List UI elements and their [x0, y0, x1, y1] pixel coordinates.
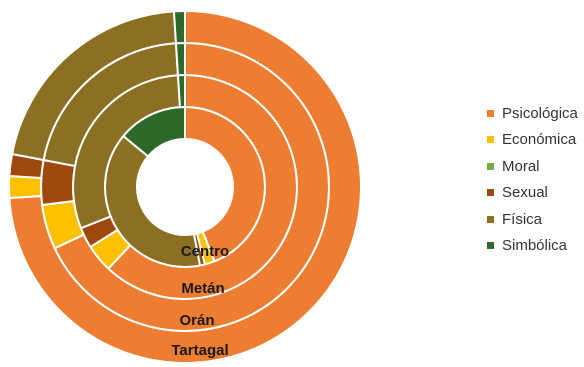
legend-label: Sexual: [502, 184, 548, 202]
slice-oran-simbolica: [174, 41, 186, 77]
slice-metan-simbolica: [176, 73, 186, 109]
slice-oran-sexual: [40, 158, 77, 207]
legend-swatch-simbolica: [487, 242, 494, 250]
legend-label: Económica: [502, 131, 577, 149]
legend-swatch-psicologica: [487, 109, 494, 117]
legend-item-simbolica: Simbólica: [487, 233, 578, 260]
slice-tartagal-psicologica: [8, 9, 362, 364]
legend-item-fisica: Física: [487, 206, 578, 233]
legend-swatch-moral: [487, 162, 494, 170]
legend-swatch-sexual: [487, 189, 494, 197]
legend-label: Moral: [502, 157, 540, 175]
legend-item-psicologica: Psicológica: [487, 100, 578, 127]
legend-item-moral: Moral: [487, 153, 578, 180]
ring-label-oran: Orán: [179, 312, 214, 329]
legend-item-economica: Económica: [487, 127, 578, 154]
slice-tartagal-economica: [8, 174, 43, 200]
legend-swatch-economica: [487, 136, 494, 144]
legend-swatch-fisica: [487, 215, 494, 223]
legend-label: Psicológica: [502, 104, 578, 122]
slice-tartagal-simbolica: [172, 9, 186, 45]
legend-item-sexual: Sexual: [487, 180, 578, 207]
legend: Psicológica Económica Moral Sexual Física Sim…: [487, 100, 578, 259]
ring-label-tartagal: Tartagal: [171, 342, 228, 359]
legend-label: Simbólica: [502, 237, 568, 255]
ring-label-metan: Metán: [181, 280, 224, 297]
legend-label: Física: [502, 210, 543, 228]
ring-label-centro: Centro: [181, 243, 229, 260]
